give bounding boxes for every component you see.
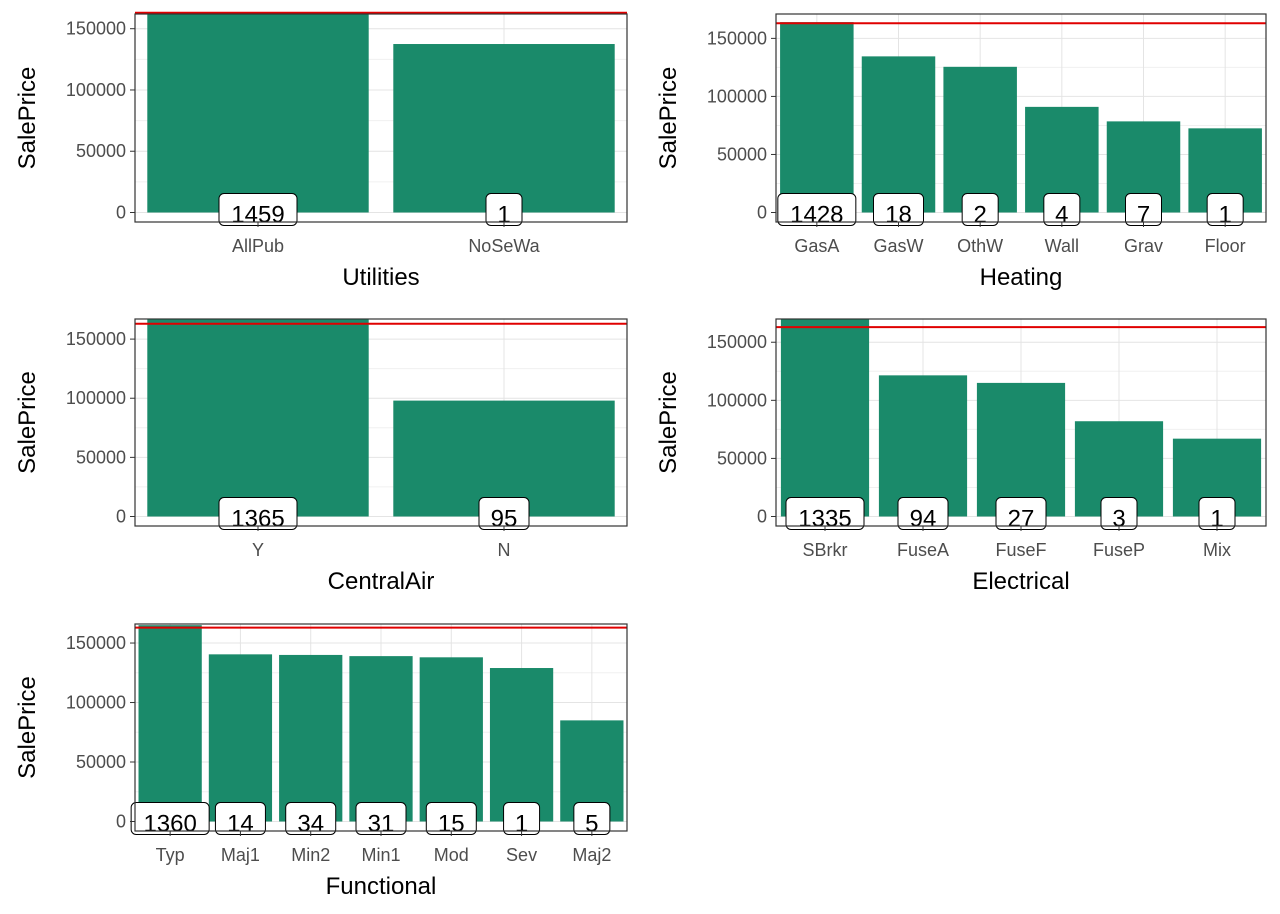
y-tick-label: 0 (116, 507, 126, 527)
bar-sbrkr (780, 319, 870, 517)
bar-maj1 (208, 654, 273, 822)
bar-gasw (861, 56, 936, 213)
bar-allpub (147, 14, 369, 213)
y-tick-label: 100000 (707, 390, 767, 410)
x-tick-label: FuseP (1093, 540, 1145, 560)
y-tick-label: 100000 (66, 80, 126, 100)
plot-border (775, 13, 1267, 223)
y-axis-title: SalePrice (14, 676, 41, 779)
bar-mod (419, 657, 483, 822)
x-axis-title: Utilities (342, 264, 419, 291)
bar-fusef (976, 382, 1066, 517)
bar-othw (943, 66, 1017, 213)
y-tick-label: 50000 (717, 144, 767, 164)
y-tick-label: 50000 (76, 447, 126, 467)
y-tick-label: 50000 (76, 141, 126, 161)
y-tick-label: 0 (116, 812, 126, 832)
x-tick-label: Min1 (361, 845, 400, 865)
y-tick-label: 100000 (66, 388, 126, 408)
x-tick-label: FuseA (897, 540, 949, 560)
y-tick-label: 50000 (76, 752, 126, 772)
y-axis-title: SalePrice (655, 67, 682, 170)
x-axis-title: Electrical (972, 568, 1069, 595)
bar-sev (489, 668, 554, 822)
bar-min2 (279, 654, 343, 822)
x-tick-label: N (498, 540, 511, 560)
y-tick-label: 150000 (66, 329, 126, 349)
x-tick-label: GasA (794, 236, 839, 256)
x-tick-label: Y (252, 540, 264, 560)
x-tick-label: Typ (156, 845, 185, 865)
y-tick-label: 0 (116, 203, 126, 223)
x-tick-label: Maj2 (572, 845, 611, 865)
bar-gasa (780, 22, 854, 213)
y-tick-label: 0 (757, 203, 767, 223)
bar-min1 (349, 656, 413, 822)
bar-fusea (878, 375, 968, 517)
y-tick-label: 150000 (66, 19, 126, 39)
x-tick-label: Maj1 (221, 845, 260, 865)
plot-border (134, 318, 628, 527)
bar-y (147, 319, 369, 517)
x-tick-label: Mix (1203, 540, 1231, 560)
y-tick-label: 150000 (707, 332, 767, 352)
x-axis-title: Functional (326, 873, 437, 900)
y-tick-label: 50000 (717, 448, 767, 468)
x-tick-label: NoSeWa (468, 236, 540, 256)
y-tick-label: 100000 (66, 693, 126, 713)
x-tick-label: Sev (506, 845, 537, 865)
x-tick-label: Mod (434, 845, 469, 865)
bar-typ (138, 625, 202, 822)
y-tick-label: 0 (757, 507, 767, 527)
x-tick-label: FuseF (995, 540, 1046, 560)
plot-border (134, 13, 628, 223)
x-tick-label: OthW (957, 236, 1003, 256)
y-tick-label: 150000 (707, 28, 767, 48)
y-axis-title: SalePrice (655, 371, 682, 474)
plot-background (776, 14, 1266, 222)
y-tick-label: 150000 (66, 633, 126, 653)
x-tick-label: Min2 (291, 845, 330, 865)
x-axis-title: Heating (980, 264, 1063, 291)
x-tick-label: SBrkr (803, 540, 848, 560)
x-tick-label: Floor (1205, 236, 1246, 256)
bar-nosewa (393, 44, 615, 213)
x-tick-label: GasW (873, 236, 923, 256)
x-axis-title: CentralAir (328, 568, 435, 595)
x-tick-label: Wall (1045, 236, 1079, 256)
y-axis-title: SalePrice (14, 371, 41, 474)
x-tick-label: AllPub (232, 236, 284, 256)
y-tick-label: 100000 (707, 86, 767, 106)
x-tick-label: Grav (1124, 236, 1163, 256)
y-axis-title: SalePrice (14, 67, 41, 170)
